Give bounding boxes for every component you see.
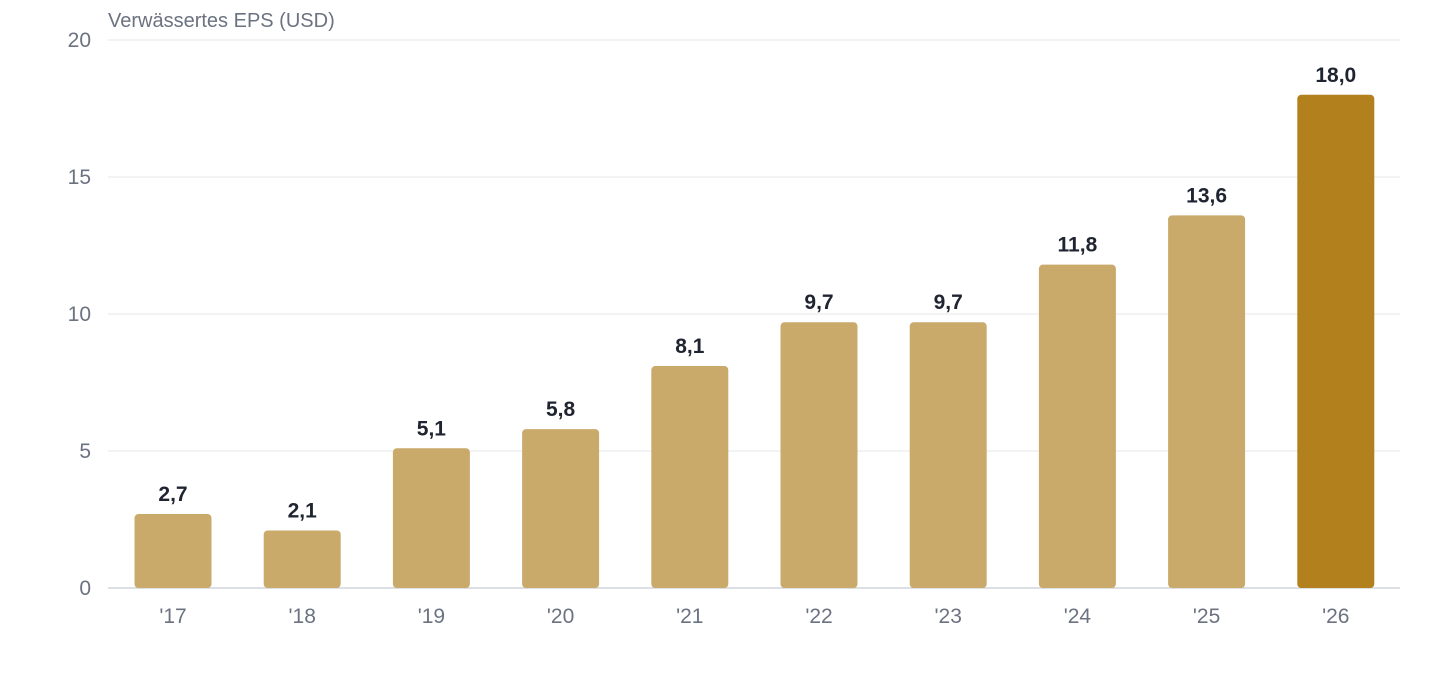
- x-tick-label: '17: [159, 605, 186, 628]
- y-tick-label: 15: [68, 166, 91, 189]
- bar: [134, 514, 212, 588]
- bar: [1168, 215, 1246, 589]
- x-tick-label: '26: [1322, 605, 1349, 628]
- y-tick-label: 20: [68, 29, 91, 52]
- bar-value-label: 2,1: [288, 499, 318, 522]
- x-tick-label: '22: [805, 605, 832, 628]
- bar-value-label: 8,1: [675, 335, 705, 358]
- bar-value-label: 13,6: [1186, 184, 1227, 207]
- y-tick-label: 0: [79, 577, 91, 600]
- bar: [1297, 94, 1375, 589]
- bar-value-label: 2,7: [158, 483, 187, 506]
- bar-value-label: 9,7: [934, 291, 963, 314]
- bar-value-label: 18,0: [1315, 64, 1356, 87]
- x-tick-label: '20: [547, 605, 574, 628]
- x-tick-label: '18: [289, 605, 316, 628]
- bar-layer: [134, 94, 1375, 589]
- y-tick-label: 5: [79, 440, 91, 463]
- bar: [780, 322, 858, 588]
- bar: [909, 322, 987, 588]
- bar: [651, 366, 729, 588]
- bar-value-label: 5,1: [417, 417, 447, 440]
- bar: [1038, 264, 1116, 588]
- bar-value-label: 5,8: [546, 398, 576, 421]
- bar-value-label: 11,8: [1058, 234, 1098, 257]
- bar-value-label: 9,7: [804, 291, 833, 314]
- x-tick-label: '21: [676, 605, 703, 628]
- y-tick-label: 10: [68, 303, 91, 326]
- label-layer: 2,7 '17 2,1 '18 5,1 '19 5,8 '20 8,1 '21 9,7 '22 9,7 '…: [158, 64, 1356, 628]
- y-axis-label: Verwässertes EPS (USD): [108, 10, 335, 32]
- x-tick-label: '23: [935, 605, 962, 628]
- bar: [522, 429, 600, 588]
- x-tick-label: '24: [1064, 605, 1092, 628]
- bar: [263, 530, 341, 588]
- bar: [392, 448, 470, 588]
- x-tick-label: '25: [1193, 605, 1220, 628]
- x-tick-label: '19: [418, 605, 445, 628]
